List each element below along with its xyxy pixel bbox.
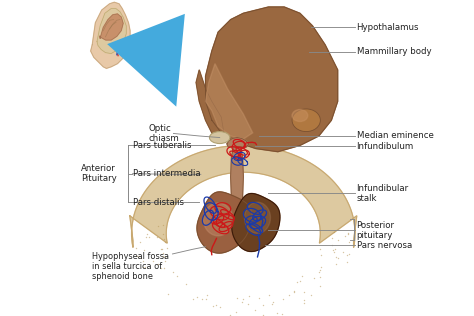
Text: Hypothalamus: Hypothalamus: [356, 23, 419, 32]
Ellipse shape: [292, 109, 320, 131]
Text: Posterior
pituitary: Posterior pituitary: [356, 221, 394, 240]
Text: Hypophyseal fossa
in sella turcica of
sphenoid bone: Hypophyseal fossa in sella turcica of sp…: [92, 252, 169, 282]
Polygon shape: [206, 64, 253, 139]
Text: Mammillary body: Mammillary body: [356, 47, 431, 56]
Polygon shape: [130, 145, 357, 247]
Text: Pars nervosa: Pars nervosa: [356, 241, 412, 250]
Text: Infundibular
stalk: Infundibular stalk: [356, 184, 409, 203]
Text: Optic
chiasm: Optic chiasm: [149, 124, 180, 143]
Polygon shape: [197, 192, 252, 253]
Ellipse shape: [210, 131, 230, 143]
Text: Pars tuberalis: Pars tuberalis: [133, 141, 191, 150]
Polygon shape: [245, 202, 271, 233]
Polygon shape: [91, 2, 130, 68]
Text: Infundibulum: Infundibulum: [356, 142, 414, 150]
Text: Median eminence: Median eminence: [356, 131, 433, 141]
Polygon shape: [231, 144, 243, 210]
Text: Anterior
Pituitary: Anterior Pituitary: [81, 164, 117, 183]
Polygon shape: [227, 137, 249, 147]
Text: Pars distalis: Pars distalis: [133, 198, 183, 207]
Polygon shape: [100, 14, 123, 40]
Polygon shape: [203, 203, 233, 236]
Ellipse shape: [115, 43, 121, 48]
Polygon shape: [97, 9, 126, 53]
Text: Pars intermedia: Pars intermedia: [133, 169, 200, 178]
Ellipse shape: [292, 110, 308, 122]
Polygon shape: [206, 7, 337, 152]
Polygon shape: [196, 70, 224, 142]
Ellipse shape: [117, 44, 119, 47]
Polygon shape: [232, 193, 280, 252]
